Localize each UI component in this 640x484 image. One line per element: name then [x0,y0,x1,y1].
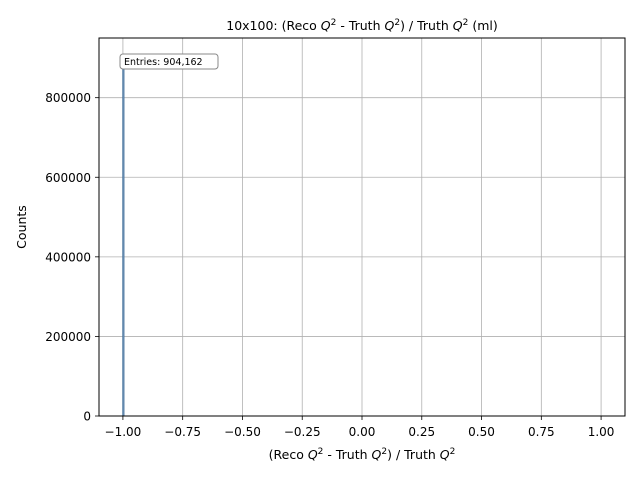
y-tick-label: 400000 [45,250,91,264]
x-tick-label: 1.00 [588,425,615,439]
x-axis: −1.00 −0.75 −0.50 −0.25 0.00 0.25 0.50 0.75 1.00 [105,416,615,439]
x-tick-label: 0.50 [468,425,495,439]
grid-lines [99,38,625,417]
superscript: 2 [450,447,456,457]
x-tick-label: −0.25 [284,425,321,439]
label-text: - Truth [336,18,384,33]
label-text: ) / Truth [400,18,453,33]
math-symbol: Q [321,18,331,33]
math-symbol: Q [372,447,382,462]
superscript: 2 [381,447,387,457]
superscript: 2 [394,18,400,28]
chart-title: 10x100: (Reco Q2 - Truth Q2) / Truth Q2 … [226,18,497,33]
y-tick-label: 0 [83,410,91,424]
y-tick-label: 600000 [45,171,91,185]
x-tick-label: 0.25 [408,425,435,439]
superscript: 2 [463,18,469,28]
histogram-bar [122,55,125,417]
x-tick-label: −0.75 [164,425,201,439]
histogram-bars [122,55,125,417]
annotation-box [119,53,219,70]
x-tick-label: −0.50 [224,425,261,439]
label-text: 10x100: (Reco [226,18,321,33]
x-tick-label: 0.75 [528,425,555,439]
label-text: ) / Truth [387,447,440,462]
math-symbol: Q [440,447,450,462]
y-tick-label: 200000 [45,330,91,344]
entries-annotation-text: Entries: 904,162 [124,57,203,68]
x-tick-label: 0.00 [349,425,376,439]
y-axis: 0 200000 400000 600000 800000 [45,91,99,424]
label-text: (Reco [269,447,308,462]
y-tick-label: 800000 [45,91,91,105]
superscript: 2 [331,18,337,28]
x-axis-label: (Reco Q2 - Truth Q2) / Truth Q2 [269,447,456,462]
math-symbol: Q [308,447,318,462]
label-text: - Truth [323,447,371,462]
math-symbol: Q [453,18,463,33]
entries-annotation: Entries: 904,162 [119,53,219,70]
math-symbol: Q [384,18,394,33]
y-axis-label: Counts [14,205,29,249]
x-tick-label: −1.00 [105,425,142,439]
superscript: 2 [318,447,324,457]
label-text: (ml) [468,18,497,33]
